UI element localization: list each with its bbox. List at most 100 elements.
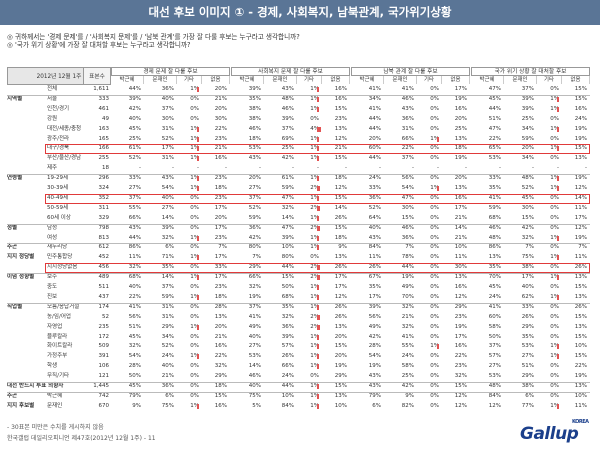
cell-value: 15% (574, 313, 587, 320)
cell-value: 15% (334, 343, 347, 350)
column-header: 문재인 (384, 76, 417, 84)
cell-value: 1% (430, 135, 439, 142)
cell-value: 26% (521, 313, 534, 320)
cell-value: 26% (368, 264, 381, 271)
cell-value: 7% (578, 244, 587, 251)
cell-value: 13% (334, 392, 347, 399)
cell-value: 69% (281, 135, 294, 142)
sample-size: 489 (98, 274, 110, 281)
cell-value: 50% (488, 333, 501, 340)
cell-value: 1% (310, 343, 319, 350)
cell-value: 9% (405, 392, 414, 399)
column-header: 없음 (202, 76, 230, 84)
cell-value: - (379, 165, 381, 172)
cell-value: 29% (214, 373, 227, 380)
cell-value: 4% (310, 125, 319, 132)
cell-value: 45% (128, 125, 141, 132)
cell-value: 0% (550, 214, 559, 221)
cell-value: 17% (214, 204, 227, 211)
cell-value: 15% (214, 392, 227, 399)
cell-value: - (499, 165, 501, 172)
value-bar (437, 136, 439, 142)
cell-value: 20% (248, 175, 261, 182)
cell-value: 1% (310, 95, 319, 102)
cell-value: 1% (310, 303, 319, 310)
cell-value: 18% (334, 234, 347, 241)
value-bar (317, 285, 319, 290)
row-group-label: 연령별 (7, 175, 23, 182)
group-separator (7, 391, 590, 393)
cell-value: 16% (454, 194, 467, 201)
cell-value: 1% (310, 353, 319, 360)
row-group-label: 성별 (7, 224, 18, 231)
cell-value: 59% (521, 135, 534, 142)
cell-value: 45% (488, 95, 501, 102)
cell-value: 39% (128, 95, 141, 102)
cell-value: 15% (574, 333, 587, 340)
cell-value: 0% (430, 125, 439, 132)
cell-value: 16% (214, 155, 227, 162)
cell-value: 65% (488, 145, 501, 152)
table-row: 성별 남성 798 43% 39% 0% 17% 36% 47% 2% 15% 40% 46% 0% 14%… (7, 225, 590, 232)
gallup-logo: Gallup KOREA (520, 419, 589, 444)
column-header: 기타 (177, 76, 202, 84)
cell-value: 46% (281, 105, 294, 112)
cell-value: 21% (454, 234, 467, 241)
sample-size: 509 (98, 343, 110, 350)
cell-value: 32% (401, 303, 414, 310)
cell-value: 1% (190, 323, 199, 330)
value-bar (317, 245, 319, 251)
value-bar (557, 344, 559, 350)
cell-value: 59% (248, 214, 261, 221)
cell-value: 1% (310, 293, 319, 300)
cell-value: 0% (550, 86, 559, 92)
cell-value: 23% (214, 284, 227, 290)
value-bar (557, 354, 559, 360)
cell-value: 51% (521, 363, 534, 370)
sample-size: 461 (98, 105, 110, 112)
column-header: 없음 (322, 76, 350, 84)
cell-value: 0% (430, 95, 439, 102)
cell-value: 0% (310, 373, 319, 380)
cell-value: 18% (214, 293, 227, 300)
cell-value: 14% (248, 363, 261, 370)
cell-value: - (139, 165, 141, 172)
cell-value: 1% (190, 86, 199, 92)
cell-value: 0% (430, 284, 439, 290)
cell-value: 28% (214, 303, 227, 310)
value-bar (317, 215, 319, 221)
sample-size: 391 (98, 353, 110, 360)
column-header: 없음 (442, 76, 470, 84)
column-header: 기타 (297, 76, 322, 84)
cell-value: 0% (550, 392, 559, 399)
cell-value: 15% (334, 383, 347, 389)
cell-value: 42% (128, 105, 141, 112)
cell-value: 26% (334, 303, 347, 310)
cell-value: 19% (574, 373, 587, 380)
cell-value: 24% (401, 353, 414, 360)
cell-value: 19% (368, 363, 381, 370)
cell-value: 32% (454, 373, 467, 380)
cell-value: 19% (574, 234, 587, 241)
cell-value: 19% (401, 274, 414, 281)
cell-value: 46% (401, 95, 414, 102)
value-bar (557, 126, 559, 132)
cell-value: 1% (190, 402, 199, 409)
cell-value: 0% (430, 383, 439, 389)
cell-value: 20% (334, 353, 347, 360)
row-label: 60세 이상 (47, 214, 71, 221)
value-bar (197, 324, 199, 330)
cell-value: 17% (454, 333, 467, 340)
cell-value: 38% (248, 115, 261, 122)
cell-value: 11% (128, 254, 141, 261)
table-row: 60세 이상 329 66% 14% 0% 20% 59% 14% 1% 26% 64% 15% 0% 2… (7, 215, 590, 222)
table-row: 제주 18 - - - - - - - - - - - - - - - - (7, 165, 590, 172)
cell-value: 0% (190, 224, 199, 231)
row-label: 대구/경북 (47, 145, 70, 152)
cell-value: 23% (214, 175, 227, 182)
row-group-label: 추곤 (7, 244, 18, 251)
cell-value: 47% (281, 224, 294, 231)
sample-size: 329 (98, 214, 110, 221)
cell-value: 13% (214, 313, 227, 320)
value-bar (557, 96, 559, 102)
